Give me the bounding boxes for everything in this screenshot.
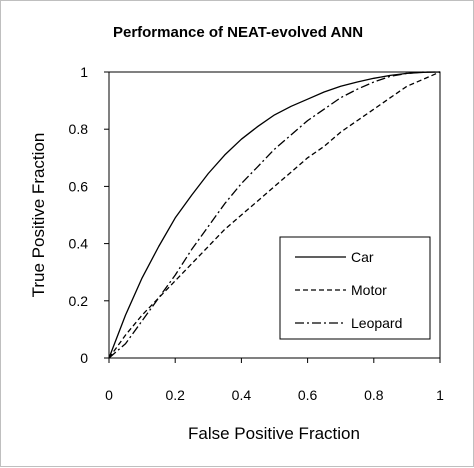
x-axis: 0 0.2 0.4 0.6 0.8 1 bbox=[105, 358, 444, 403]
legend-box bbox=[279, 236, 431, 340]
series-lines bbox=[108, 71, 441, 359]
chart-title: Performance of NEAT-evolved ANN bbox=[113, 24, 363, 41]
x-tick-label: 0.2 bbox=[165, 387, 185, 403]
y-axis: 0 0.2 0.4 0.6 0.8 1 bbox=[69, 64, 109, 366]
y-axis-label: True Positive Fraction bbox=[29, 133, 48, 298]
legend-items: Car Motor Leopard bbox=[295, 249, 402, 331]
y-tick-label: 0.6 bbox=[69, 178, 89, 194]
y-tick-label: 0.8 bbox=[69, 121, 89, 137]
y-tick-label: 0.2 bbox=[69, 293, 89, 309]
y-tick-label: 0.4 bbox=[69, 236, 89, 252]
series-line-motor bbox=[108, 71, 441, 359]
legend: Car Motor Leopard bbox=[279, 236, 431, 340]
y-tick-label: 0 bbox=[80, 350, 88, 366]
y-tick-label: 1 bbox=[80, 64, 88, 80]
x-tick-label: 0.4 bbox=[232, 387, 252, 403]
x-tick-label: 0 bbox=[105, 387, 113, 403]
x-axis-label: False Positive Fraction bbox=[188, 424, 360, 443]
x-tick-label: 0.8 bbox=[364, 387, 384, 403]
x-tick-label: 0.6 bbox=[298, 387, 318, 403]
legend-label-car: Car bbox=[351, 249, 374, 265]
legend-label-leopard: Leopard bbox=[351, 315, 402, 331]
legend-label-motor: Motor bbox=[351, 282, 387, 298]
series-line-leopard bbox=[108, 71, 440, 359]
x-tick-label: 1 bbox=[436, 387, 444, 403]
series-line-car bbox=[108, 71, 441, 359]
